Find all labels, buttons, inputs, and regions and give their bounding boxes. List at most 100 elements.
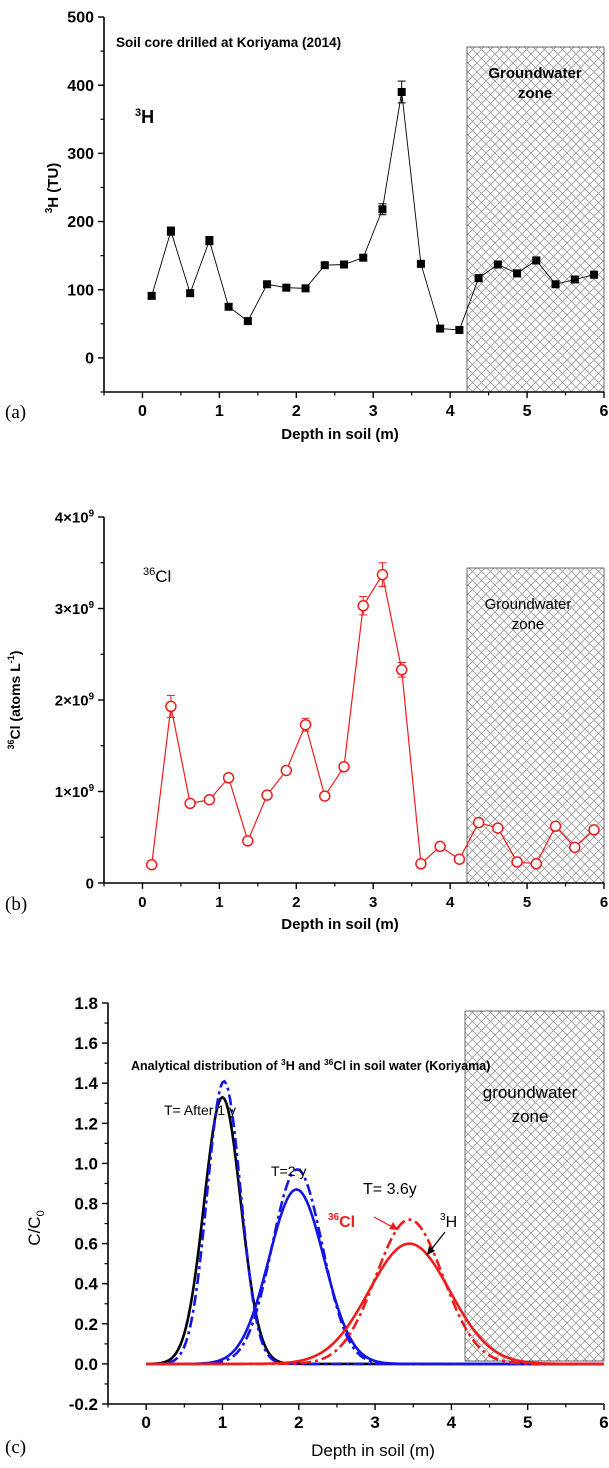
y-tick-label: 1.6 (74, 1034, 98, 1053)
data-point (455, 325, 464, 334)
y-tick-label: 200 (67, 214, 94, 231)
y-tick-base: 1×10 (55, 784, 89, 801)
y-tick-label: 1×109 (55, 783, 95, 801)
y-axis-label-close: ) (7, 651, 23, 656)
x-tick-label: 4 (447, 1413, 457, 1432)
x-axis-label: Depth in soil (m) (281, 426, 399, 443)
data-point (184, 797, 196, 810)
y-axis-label-exp: -1 (6, 655, 16, 663)
species-label: 36Cl (143, 566, 171, 586)
y-tick-label: 0 (85, 351, 94, 368)
panel-a: 0 1 2 3 4 5 6 0 100 200 300 400 500 Soil core drille… (5, 10, 609, 443)
data-point (340, 260, 348, 269)
data-point (474, 274, 483, 283)
data-point (530, 858, 543, 870)
zone-label-line2: zone (512, 1107, 549, 1126)
data-point (493, 260, 502, 269)
groundwater-zone (466, 46, 605, 393)
y-tick-label: 1.2 (74, 1114, 98, 1133)
y-tick-label: 0.4 (74, 1275, 98, 1294)
data-point (549, 820, 562, 833)
data-point (416, 259, 425, 268)
panel-label: (b) (5, 894, 27, 915)
y-tick-label: 2×109 (55, 691, 95, 709)
data-point (203, 793, 216, 806)
title-part-3: Cl in soil water (Koriyama) (333, 1059, 490, 1073)
y-axis-label: C/C0 (25, 1210, 47, 1245)
annotation-h3-symbol: H (446, 1214, 458, 1231)
x-tick-label: 1 (215, 894, 223, 911)
species-mass: 3 (135, 107, 141, 119)
y-tick-label: 500 (67, 10, 94, 27)
arrow-h3-head (427, 1246, 435, 1255)
panel-label: (c) (5, 1437, 26, 1458)
data-point (378, 205, 387, 214)
y-axis-label-sub: 0 (35, 1210, 47, 1216)
species-symbol: Cl (155, 567, 171, 586)
data-point (205, 236, 214, 245)
annotation-t1: T= After 1 y (164, 1102, 236, 1118)
series-curve-2 (146, 1188, 604, 1366)
x-tick-label: 2 (294, 1413, 303, 1432)
title-mass-cl: 36 (324, 1057, 334, 1067)
data-point (224, 302, 233, 311)
data-point (280, 764, 293, 777)
data-point (243, 317, 252, 326)
annotation-h3-mass: 3 (440, 1212, 446, 1223)
data-point (145, 858, 158, 871)
zone-label-line1: groundwater (483, 1083, 578, 1102)
data-point (165, 700, 177, 713)
y-tick-label: 1.8 (74, 994, 98, 1013)
title-mass-h: 3 (281, 1057, 286, 1067)
groundwater-zone (466, 567, 605, 884)
data-point (395, 664, 408, 676)
data-point (282, 283, 291, 292)
zone-label-line1: Groundwater (488, 65, 582, 82)
data-point (436, 324, 445, 333)
x-tick-label: 3 (370, 1413, 379, 1432)
y-axis-label-text: H (TU) (45, 163, 62, 208)
data-point (532, 256, 541, 265)
y-axis-label: 36Cl (atoms L-1) (6, 651, 23, 750)
species-mass: 36 (143, 566, 155, 578)
zone-label-line2: zone (512, 616, 545, 633)
data-point (359, 253, 368, 262)
x-tick-label: 3 (369, 894, 377, 911)
panel-label: (a) (5, 402, 26, 423)
x-tick-label: 6 (600, 894, 608, 911)
y-axis-label-mass: 36 (6, 739, 16, 749)
data-point (551, 280, 560, 289)
x-tick-label: 6 (599, 1413, 608, 1432)
title-part-1: Analytical distribution of (131, 1059, 281, 1073)
groundwater-zone (464, 1010, 605, 1362)
data-point (415, 858, 427, 870)
data-point (569, 841, 581, 854)
data-point (590, 270, 598, 279)
x-tick-label: 5 (523, 1413, 532, 1432)
data-point (320, 261, 329, 270)
data-point (261, 789, 273, 801)
y-axis-label-text: C/C (25, 1216, 44, 1245)
data-point (222, 772, 235, 784)
data-point (357, 600, 369, 612)
data-point (570, 275, 579, 284)
zone-label-line2: zone (518, 85, 552, 102)
y-tick-label: 0.8 (74, 1194, 98, 1213)
x-tick-label: 4 (446, 894, 455, 911)
zone-label-line1: Groundwater (485, 596, 572, 613)
data-point (397, 88, 406, 96)
x-tick-label: 2 (292, 403, 301, 420)
data-point (376, 568, 389, 581)
y-tick-label: 100 (67, 282, 94, 299)
data-point (434, 840, 446, 853)
y-tick-label: 0.6 (74, 1235, 98, 1254)
data-point (492, 822, 504, 834)
y-tick-exp: 9 (89, 508, 95, 519)
y-tick-label: 300 (67, 146, 94, 163)
data-point (511, 856, 523, 868)
data-point (472, 816, 485, 829)
annotation-t2: T=2 y (271, 1163, 306, 1179)
y-axis-label-text: Cl (atoms L (7, 663, 23, 740)
y-tick-base: 3×10 (55, 601, 89, 618)
